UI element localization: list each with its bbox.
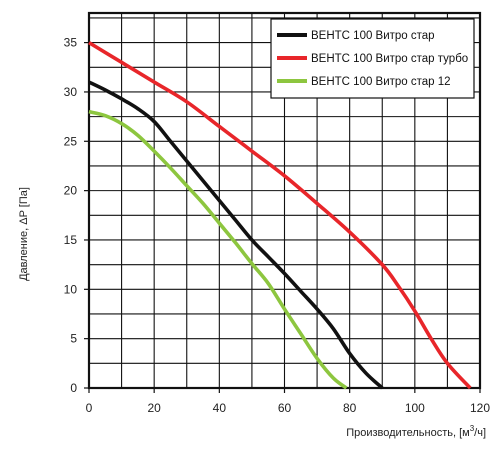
x-axis-label: Производительность, [м3/ч] bbox=[346, 424, 486, 439]
series-line-3 bbox=[88, 109, 348, 390]
y-tick-label: 10 bbox=[64, 282, 78, 296]
y-tick-label: 30 bbox=[64, 85, 78, 99]
x-tick-label: 0 bbox=[86, 401, 93, 415]
legend: ВЕНТС 100 Витро стар ВЕНТС 100 Витро стар… bbox=[270, 18, 475, 99]
legend-label-2: ВЕНТС 100 Витро стар турбо bbox=[311, 53, 468, 65]
y-axis-label: Давление, ΔP [Па] bbox=[18, 187, 30, 281]
x-tick-label: 120 bbox=[470, 401, 490, 415]
series-line-2 bbox=[88, 41, 472, 390]
x-tick-label: 60 bbox=[278, 401, 292, 415]
legend-label-3: ВЕНТС 100 Витро стар 12 bbox=[311, 76, 451, 88]
series-line-1 bbox=[88, 80, 384, 390]
y-tick-label: 25 bbox=[64, 134, 78, 148]
legend-label-1: ВЕНТС 100 Витро стар bbox=[311, 30, 435, 42]
x-tick-label: 100 bbox=[405, 401, 425, 415]
x-tick-label: 20 bbox=[147, 401, 161, 415]
y-tick-label: 20 bbox=[64, 184, 78, 198]
y-tick-label: 5 bbox=[70, 332, 77, 346]
x-tick-label: 80 bbox=[343, 401, 357, 415]
series-layer bbox=[88, 41, 472, 390]
y-axis-ticks: 0 5 10 15 20 25 30 35 bbox=[64, 36, 89, 395]
y-tick-label: 15 bbox=[64, 233, 78, 247]
y-tick-label: 35 bbox=[64, 36, 78, 50]
y-tick-label: 0 bbox=[70, 381, 77, 395]
x-tick-label: 40 bbox=[213, 401, 227, 415]
x-axis-ticks: 0 20 40 60 80 100 120 bbox=[86, 388, 490, 415]
